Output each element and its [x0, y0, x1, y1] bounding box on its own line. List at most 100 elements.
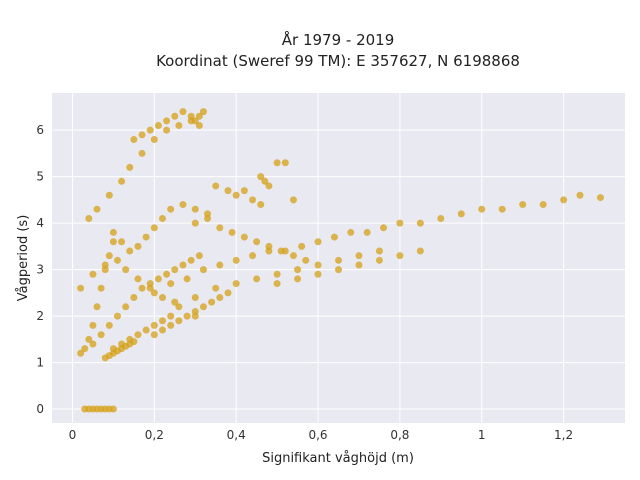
data-point [375, 256, 383, 264]
data-point [167, 321, 175, 329]
data-point [195, 112, 203, 120]
data-point [142, 233, 150, 241]
data-point [240, 187, 248, 195]
data-point [478, 205, 486, 213]
data-point [150, 289, 158, 297]
data-points [77, 108, 604, 413]
data-point [277, 247, 285, 255]
data-point [126, 247, 134, 255]
x-tick-label: 0,6 [308, 428, 327, 442]
x-tick-label: 0,2 [145, 428, 164, 442]
data-point [396, 219, 404, 227]
x-tick-label: 0 [69, 428, 77, 442]
data-point [175, 317, 183, 325]
data-point [163, 117, 171, 125]
data-point [130, 135, 138, 143]
data-point [228, 228, 236, 236]
data-point [154, 275, 162, 283]
data-point [109, 238, 117, 246]
data-point [257, 201, 265, 209]
data-point [576, 191, 584, 199]
data-point [416, 247, 424, 255]
data-point [314, 238, 322, 246]
y-tick-label: 2 [36, 309, 44, 323]
data-point [159, 317, 167, 325]
data-point [89, 270, 97, 278]
data-point [105, 191, 113, 199]
data-point [212, 284, 220, 292]
data-point [183, 312, 191, 320]
data-point [150, 321, 158, 329]
data-point [118, 177, 126, 185]
data-point [138, 149, 146, 157]
data-point [163, 270, 171, 278]
data-point [175, 303, 183, 311]
data-point [216, 261, 224, 269]
data-point [232, 191, 240, 199]
y-axis-label: Vågperiod (s) [16, 215, 31, 302]
data-point [330, 233, 338, 241]
data-point [191, 307, 199, 315]
data-point [109, 345, 117, 353]
data-point [294, 266, 302, 274]
data-point [249, 196, 257, 204]
y-tick-label: 4 [36, 216, 44, 230]
data-point [142, 326, 150, 334]
data-point [375, 247, 383, 255]
data-point [560, 196, 568, 204]
chart-title: År 1979 - 2019 [282, 30, 395, 49]
data-point [191, 117, 199, 125]
data-point [179, 201, 187, 209]
data-point [191, 205, 199, 213]
data-point [171, 112, 179, 120]
data-point [273, 270, 281, 278]
data-point [216, 294, 224, 302]
data-point [457, 210, 465, 218]
data-point [89, 340, 97, 348]
data-point [101, 261, 109, 269]
data-point [314, 270, 322, 278]
data-point [130, 294, 138, 302]
data-point [257, 173, 265, 181]
data-point [171, 266, 179, 274]
data-point [163, 126, 171, 134]
data-point [77, 349, 85, 357]
data-point [289, 196, 297, 204]
data-point [212, 182, 220, 190]
data-point [109, 228, 117, 236]
data-point [224, 187, 232, 195]
data-point [89, 321, 97, 329]
data-point [159, 326, 167, 334]
data-point [273, 280, 281, 288]
data-point [159, 294, 167, 302]
y-tick-label: 6 [36, 123, 44, 137]
data-point [187, 112, 195, 120]
x-tick-label: 1 [478, 428, 486, 442]
data-point [240, 233, 248, 241]
data-point [335, 266, 342, 274]
data-point [134, 331, 142, 339]
data-point [355, 252, 363, 260]
data-point [146, 280, 154, 288]
data-point [416, 219, 424, 227]
data-point [519, 201, 527, 209]
data-point [261, 177, 269, 185]
data-point [596, 194, 604, 202]
data-point [191, 219, 199, 227]
x-tick-label: 0,8 [390, 428, 409, 442]
data-point [281, 159, 289, 167]
y-tick-label: 3 [36, 263, 44, 277]
data-point [498, 205, 506, 213]
data-point [355, 261, 363, 269]
data-point [85, 335, 93, 343]
data-point [187, 256, 195, 264]
data-point [314, 261, 322, 269]
y-tick-label: 0 [36, 402, 44, 416]
data-point [232, 256, 240, 264]
y-tick-label: 5 [36, 170, 44, 184]
data-point [273, 159, 281, 167]
data-point [134, 242, 142, 250]
data-point [249, 252, 257, 260]
chart-subtitle: Koordinat (Sweref 99 TM): E 357627, N 61… [156, 52, 520, 70]
